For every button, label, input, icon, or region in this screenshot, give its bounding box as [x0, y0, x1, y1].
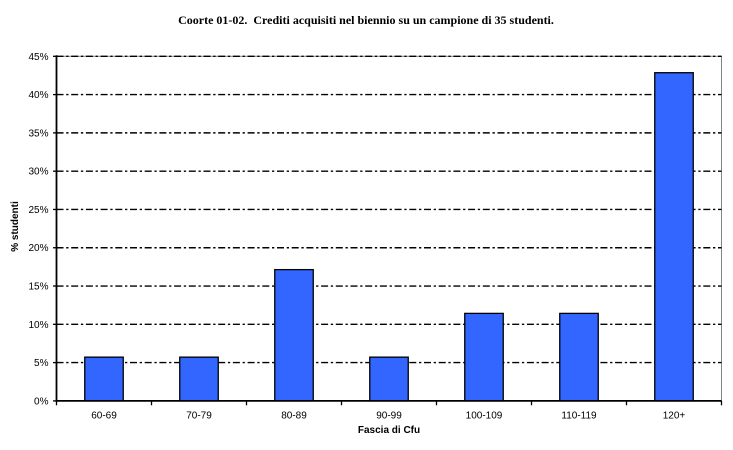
svg-text:Coorte 01-02. Crediti acquisi: Coorte 01-02. Crediti acquisiti nel bien…	[178, 13, 554, 27]
svg-text:10%: 10%	[28, 320, 48, 331]
svg-text:45%: 45%	[28, 52, 48, 63]
svg-text:120+: 120+	[663, 411, 686, 422]
svg-text:Fascia di Cfu: Fascia di Cfu	[358, 425, 420, 436]
svg-text:40%: 40%	[28, 90, 48, 101]
svg-text:20%: 20%	[28, 243, 48, 254]
svg-text:% studenti: % studenti	[10, 201, 21, 252]
svg-text:0%: 0%	[34, 396, 49, 407]
svg-text:80-89: 80-89	[281, 411, 307, 422]
svg-text:15%: 15%	[28, 282, 48, 293]
svg-text:35%: 35%	[28, 128, 48, 139]
svg-text:110-119: 110-119	[561, 411, 597, 422]
svg-text:25%: 25%	[28, 205, 48, 216]
svg-text:60-69: 60-69	[91, 411, 117, 422]
svg-text:100-109: 100-109	[466, 411, 503, 422]
svg-text:90-99: 90-99	[376, 411, 402, 422]
svg-text:30%: 30%	[28, 167, 48, 178]
svg-text:70-79: 70-79	[186, 411, 212, 422]
svg-text:5%: 5%	[34, 358, 49, 369]
